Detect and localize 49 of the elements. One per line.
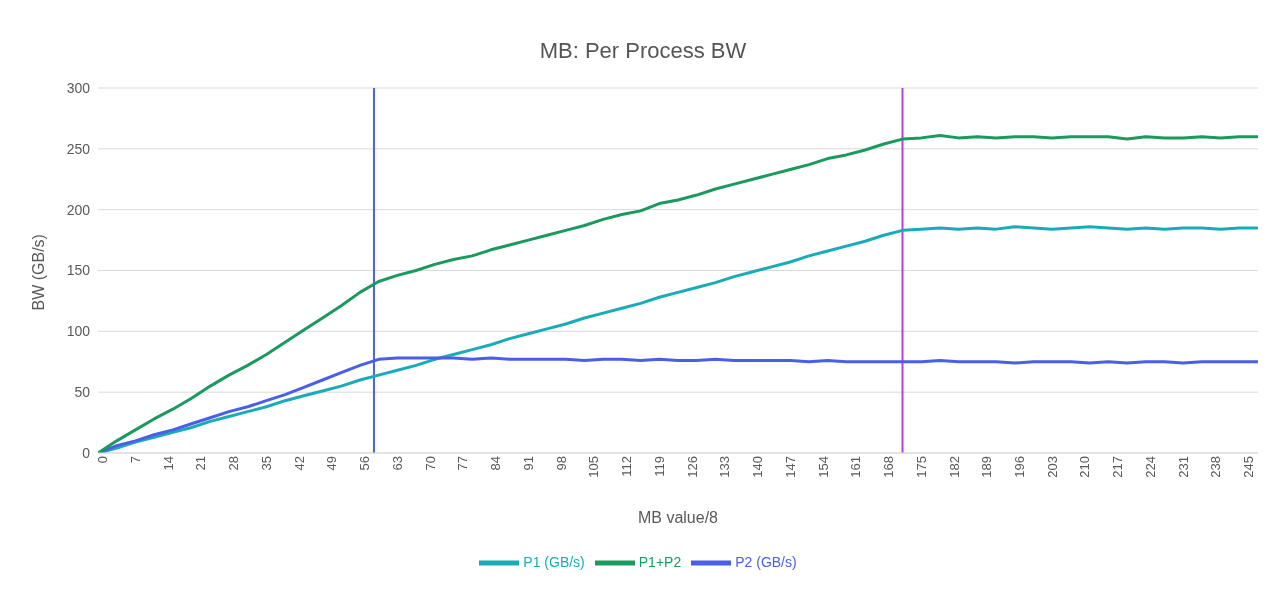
x-tick-label: 7: [127, 456, 143, 464]
y-tick-label: 50: [74, 384, 91, 401]
legend-label: P2 (GB/s): [735, 553, 797, 570]
y-tick-label: 200: [66, 201, 91, 218]
x-tick-label: 196: [1012, 456, 1027, 478]
x-tick-label: 0: [95, 456, 111, 464]
x-axis-title: MB value/8: [637, 509, 719, 526]
x-tick-label: 21: [193, 456, 209, 471]
y-tick-label: 300: [66, 79, 91, 96]
x-tick-label: 105: [586, 456, 602, 478]
x-tick-label: 245: [1241, 456, 1257, 478]
x-tick-label: 91: [520, 456, 536, 471]
x-tick-label: 238: [1208, 456, 1224, 478]
chart-title: MB: Per Process BW: [538, 37, 748, 65]
x-tick-label: 203: [1044, 456, 1060, 478]
x-tick-label: 168: [881, 456, 897, 478]
x-tick-label: 49: [324, 456, 340, 471]
x-tick-label: 42: [291, 456, 307, 471]
x-tick-label: 189: [979, 456, 995, 478]
x-tick-label: 126: [684, 456, 700, 478]
y-tick-label: 250: [66, 140, 91, 157]
x-tick-label: 35: [258, 456, 274, 471]
x-tick-label: 217: [1110, 456, 1126, 478]
x-tick-label: 147: [782, 456, 798, 478]
x-tick-label: 119: [651, 456, 667, 477]
line-series: [98, 133, 1258, 453]
x-tick-label: 56: [357, 456, 373, 471]
legend-label: P1+P2: [638, 553, 682, 570]
x-tick-label: 161: [848, 456, 864, 478]
x-tick-label: 112: [619, 456, 635, 477]
x-tick-label: 28: [226, 456, 242, 471]
x-tick-label: 63: [389, 456, 405, 471]
y-tick-label: 150: [66, 262, 91, 279]
x-tick-label: 70: [422, 456, 438, 471]
x-tick-label: 182: [946, 456, 962, 478]
x-tick-label: 210: [1077, 456, 1093, 478]
x-tick-label: 140: [750, 456, 766, 478]
y-axis-title: BW (GB/s): [29, 234, 47, 311]
legend-label: P1 (GB/s): [523, 553, 585, 570]
x-tick-label: 231: [1175, 456, 1191, 478]
x-tick-label: 224: [1142, 456, 1158, 478]
x-tick-label: 14: [160, 456, 176, 471]
x-tick-label: 98: [553, 456, 569, 471]
x-tick-label: 175: [913, 456, 929, 478]
x-tick-label: 77: [455, 456, 471, 471]
y-tick-label: 100: [66, 323, 91, 340]
x-tick-label: 133: [717, 456, 733, 478]
x-tick-label: 154: [815, 456, 831, 478]
x-tick-label: 84: [488, 456, 504, 471]
